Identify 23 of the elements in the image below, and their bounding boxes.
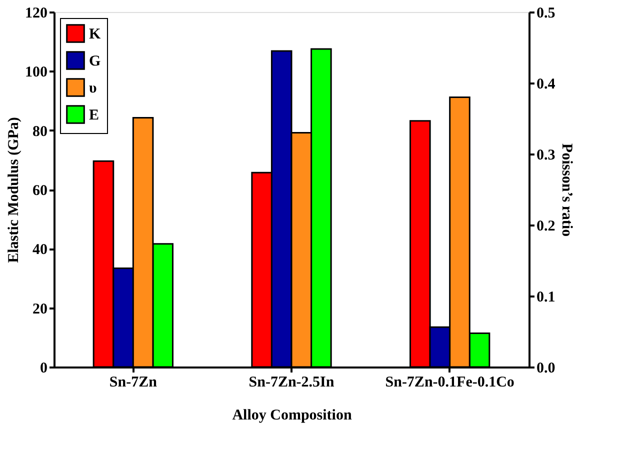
y2-tick-label: 0.4 [536, 76, 556, 92]
x-axis-title: Alloy Composition [232, 408, 352, 424]
y-tick-label: 120 [25, 6, 48, 22]
y-tick-label: 0 [40, 360, 48, 376]
legend-label: K [89, 26, 101, 42]
y-tick-label: 60 [32, 183, 48, 199]
y-tick-label: 80 [32, 124, 48, 140]
y-tick-label: 20 [32, 301, 48, 318]
y-tick-label: 40 [32, 242, 48, 258]
x-tick-label: Sn-7Zn [109, 374, 158, 390]
y2-tick-label: 0.5 [536, 6, 556, 22]
x-tick-label: Sn-7Zn-2.5In [248, 374, 335, 390]
y2-tick-label: 0.3 [536, 148, 556, 164]
legend-label: υ [89, 80, 97, 96]
y-tick-label: 100 [25, 64, 48, 81]
legend-label: G [89, 54, 101, 70]
x-tick-label: Sn-7Zn-0.1Fe-0.1Co [385, 374, 514, 390]
legend-label: E [89, 108, 100, 124]
y2-tick-label: 0.2 [536, 218, 556, 234]
y-axis-title: Elastic Modulus (GPa) [6, 117, 22, 263]
y2-tick-label: 0.0 [536, 360, 556, 376]
y2-axis-title: Poisson’s ratio [558, 143, 574, 237]
y2-tick-label: 0.1 [536, 290, 556, 306]
